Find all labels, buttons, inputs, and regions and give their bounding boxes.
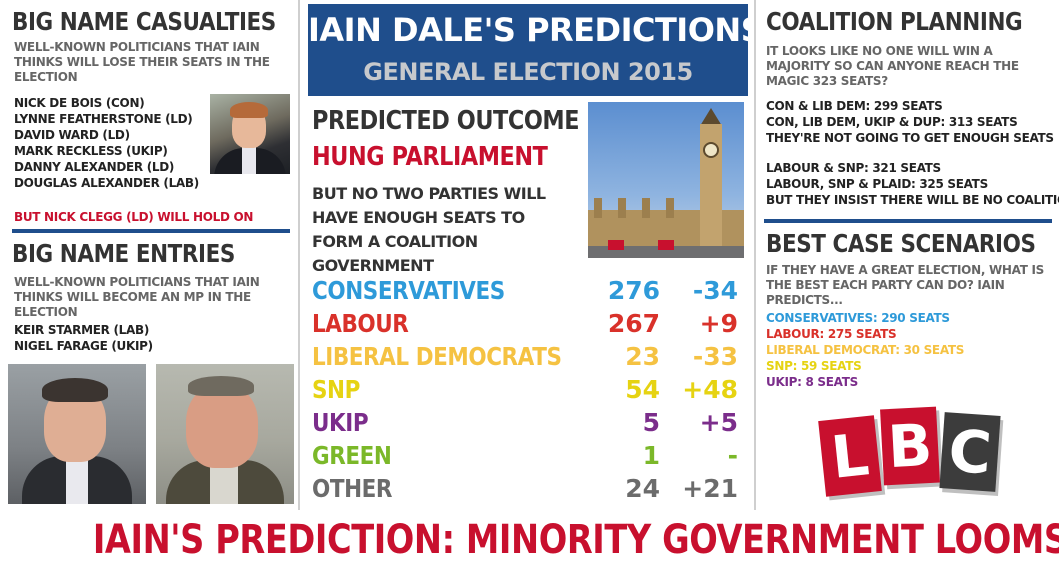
- entry-photo-left: [8, 364, 146, 504]
- table-row: Labour 267 +9: [312, 307, 742, 340]
- list-item: David Ward (LD): [14, 128, 130, 142]
- party-seats: 54: [625, 375, 660, 404]
- list-item: Nigel Farage (UKIP): [14, 339, 153, 353]
- logo-letter: L: [818, 415, 882, 497]
- banner-title: Iain Dale's Predictions: [308, 11, 764, 49]
- table-row: Liberal Democrats 23 -33: [312, 340, 742, 373]
- party-change: +5: [699, 408, 738, 437]
- footer-headline: Iain's Prediction: Minority Government L…: [0, 510, 1059, 574]
- coalition-line: Labour & SNP: 321 seats: [766, 161, 941, 175]
- list-item: Danny Alexander (LD): [14, 160, 175, 174]
- list-item: Labour: 275 seats: [766, 327, 897, 341]
- big-ben-photo: [588, 102, 744, 258]
- coalition-note: They're not going to get enough seats: [766, 131, 1054, 145]
- list-item: Conservatives: 290 seats: [766, 311, 950, 325]
- party-seats: 1: [642, 441, 660, 470]
- party-change: +48: [682, 375, 738, 404]
- party-name: Conservatives: [312, 276, 505, 305]
- banner-subtitle: General Election 2015: [363, 58, 693, 86]
- middle-column: Iain Dale's Predictions General Election…: [302, 0, 764, 510]
- party-name: Liberal Democrats: [312, 342, 562, 371]
- list-item: SNP: 59 seats: [766, 359, 862, 373]
- casualties-list: Nick de Bois (Con) Lynne Featherstone (L…: [14, 95, 199, 191]
- lbc-logo: L B C: [818, 404, 1002, 504]
- party-name: SNP: [312, 375, 360, 404]
- casualties-footer: But Nick Clegg (LD) will hold on: [14, 210, 254, 224]
- party-change: -: [727, 441, 738, 470]
- header-banner: Iain Dale's Predictions General Election…: [308, 4, 764, 96]
- list-item: Mark Reckless (UKIP): [14, 144, 168, 158]
- list-item: Nick de Bois (Con): [14, 96, 145, 110]
- entries-subtitle: Well-known politicians that Iain thinks …: [14, 275, 260, 319]
- party-seats: 24: [625, 474, 660, 503]
- list-item: UKIP: 8 seats: [766, 375, 858, 389]
- results-table: Conservatives 276 -34 Labour 267 +9 Libe…: [312, 274, 742, 505]
- party-change: +9: [699, 309, 738, 338]
- coalition-title: Coalition Planning: [766, 7, 1023, 36]
- logo-letter: B: [880, 406, 940, 486]
- casualties-title: Big Name Casualties: [12, 7, 276, 36]
- entries-title: Big Name Entries: [12, 239, 235, 268]
- party-change: -34: [692, 276, 738, 305]
- party-name: Green: [312, 441, 392, 470]
- table-row: Other 24 +21: [312, 472, 742, 505]
- coalition-line: Labour, SNP & Plaid: 325 seats: [766, 177, 988, 191]
- outcome-description: But no two parties will have enough seat…: [312, 184, 546, 275]
- list-item: Douglas Alexander (Lab): [14, 176, 199, 190]
- coalition-option-tories: Con & Lib Dem: 299 seats Con, Lib Dem, U…: [766, 98, 1054, 146]
- entry-photo-right: [156, 364, 294, 504]
- party-seats: 276: [607, 276, 660, 305]
- list-item: Lynne Featherstone (LD): [14, 112, 193, 126]
- party-name: Other: [312, 474, 393, 503]
- casualties-subtitle: Well-known politicians that Iain thinks …: [14, 40, 270, 84]
- list-item: Keir Starmer (Lab): [14, 323, 150, 337]
- party-name: UKIP: [312, 408, 369, 437]
- casualty-photo: [210, 94, 290, 174]
- coalition-subtitle: It looks like no one will win a majority…: [766, 44, 1019, 88]
- table-row: UKIP 5 +5: [312, 406, 742, 439]
- section-divider: [12, 229, 290, 233]
- best-case-list: Conservatives: 290 seats Labour: 275 sea…: [766, 310, 964, 390]
- coalition-option-labour: Labour & SNP: 321 seats Labour, SNP & Pl…: [766, 160, 1059, 208]
- outcome-value: Hung Parliament: [312, 142, 548, 172]
- coalition-line: Con & Lib Dem: 299 seats: [766, 99, 943, 113]
- coalition-line: Con, Lib Dem, UKIP & DUP: 313 seats: [766, 115, 1018, 129]
- footer-text: Iain's Prediction: Minority Government L…: [92, 517, 1059, 563]
- coalition-note: But they insist there will be no coaliti…: [766, 193, 1059, 207]
- table-row: Conservatives 276 -34: [312, 274, 742, 307]
- entries-list: Keir Starmer (Lab) Nigel Farage (UKIP): [14, 322, 153, 354]
- party-seats: 5: [642, 408, 660, 437]
- section-divider: [764, 219, 1052, 223]
- logo-letter: C: [939, 412, 1001, 492]
- left-column: Big Name Casualties Well-known politicia…: [0, 0, 300, 510]
- right-column: Coalition Planning It looks like no one …: [754, 0, 1059, 510]
- party-seats: 23: [625, 342, 660, 371]
- party-seats: 267: [607, 309, 660, 338]
- table-row: Green 1 -: [312, 439, 742, 472]
- table-row: SNP 54 +48: [312, 373, 742, 406]
- best-case-title: Best Case Scenarios: [766, 229, 1036, 258]
- outcome-label: Predicted Outcome: [312, 106, 580, 136]
- party-change: -33: [692, 342, 738, 371]
- best-case-subtitle: If they have a great election, what is t…: [766, 263, 1044, 307]
- list-item: Liberal Democrat: 30 seats: [766, 343, 965, 357]
- party-change: +21: [682, 474, 738, 503]
- party-name: Labour: [312, 309, 409, 338]
